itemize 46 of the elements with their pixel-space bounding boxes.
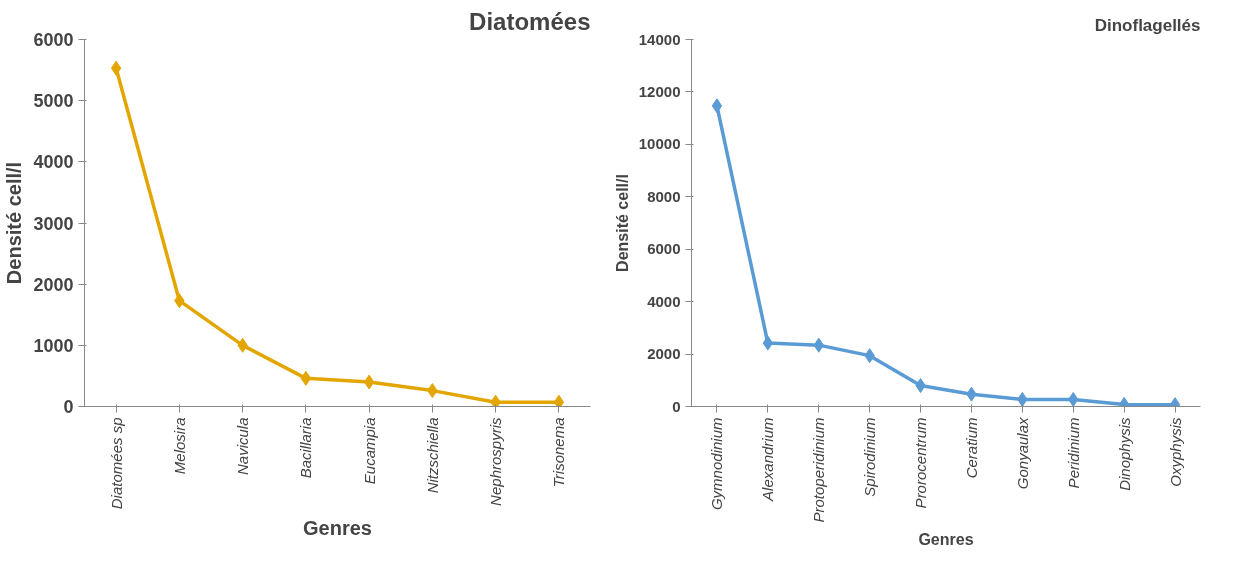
- y-tick-label: 10000: [638, 135, 681, 153]
- y-tick-label: 4000: [647, 292, 681, 310]
- point: [553, 394, 565, 407]
- x-tick-label: Nitzschiella: [423, 417, 441, 494]
- point: [110, 60, 122, 76]
- x-tick-label: Bacillaria: [297, 417, 315, 479]
- y-tick-label: 3000: [33, 213, 74, 234]
- y-tick-label: 2000: [647, 345, 681, 363]
- x-tick-label: Diatomées sp: [107, 417, 125, 510]
- y-tick-label: 2000: [33, 274, 74, 295]
- point: [363, 374, 375, 390]
- y-tick-label: 12000: [638, 82, 681, 100]
- x-tick-label: Navicula: [234, 417, 252, 476]
- x-tick-label: Protoperidinium: [810, 417, 828, 523]
- y-tick-label: 0: [672, 397, 681, 415]
- x-axis-title: Genres: [303, 517, 372, 540]
- y-tick-label: 1000: [33, 335, 74, 356]
- y-tick-label: 5000: [33, 91, 74, 112]
- x-tick-label: Alexandrium: [759, 417, 777, 502]
- x-tick-label: Nephrospyris: [487, 417, 505, 506]
- x-tick-label: Oxyphysis: [1166, 417, 1184, 487]
- point: [762, 335, 774, 351]
- x-tick-label: Trisonema: [550, 417, 568, 488]
- y-tick-label: 0: [63, 397, 74, 417]
- y-axis-title: Densité cell/l: [3, 161, 26, 285]
- y-axis-title: Densité cell/l: [613, 174, 631, 272]
- x-tick-label: Spirodinium: [861, 417, 879, 497]
- x-axis-title: Genres: [918, 530, 974, 548]
- point: [711, 98, 723, 114]
- y-tick-label: 14000: [638, 30, 681, 48]
- x-tick-label: Gonyaulax: [1013, 417, 1031, 490]
- point: [490, 394, 501, 407]
- chart-title: Diatomées: [469, 7, 591, 35]
- y-tick-label: 6000: [33, 30, 74, 50]
- y-tick-label: 8000: [647, 187, 681, 205]
- y-tick-label: 6000: [647, 240, 681, 258]
- point: [300, 370, 312, 386]
- x-tick-label: Peridinium: [1064, 417, 1082, 489]
- x-tick-label: Prorocentrum: [912, 417, 930, 509]
- x-tick-label: Ceratium: [962, 417, 980, 479]
- y-tick-label: 4000: [33, 152, 74, 173]
- x-tick-label: Melosira: [170, 417, 188, 475]
- x-tick-label: Eucampia: [360, 417, 378, 485]
- chart-title: Dinoflagellés: [1094, 15, 1201, 35]
- x-tick-label: Gymnodinium: [708, 417, 726, 511]
- x-tick-label: Dinophysis: [1115, 417, 1133, 491]
